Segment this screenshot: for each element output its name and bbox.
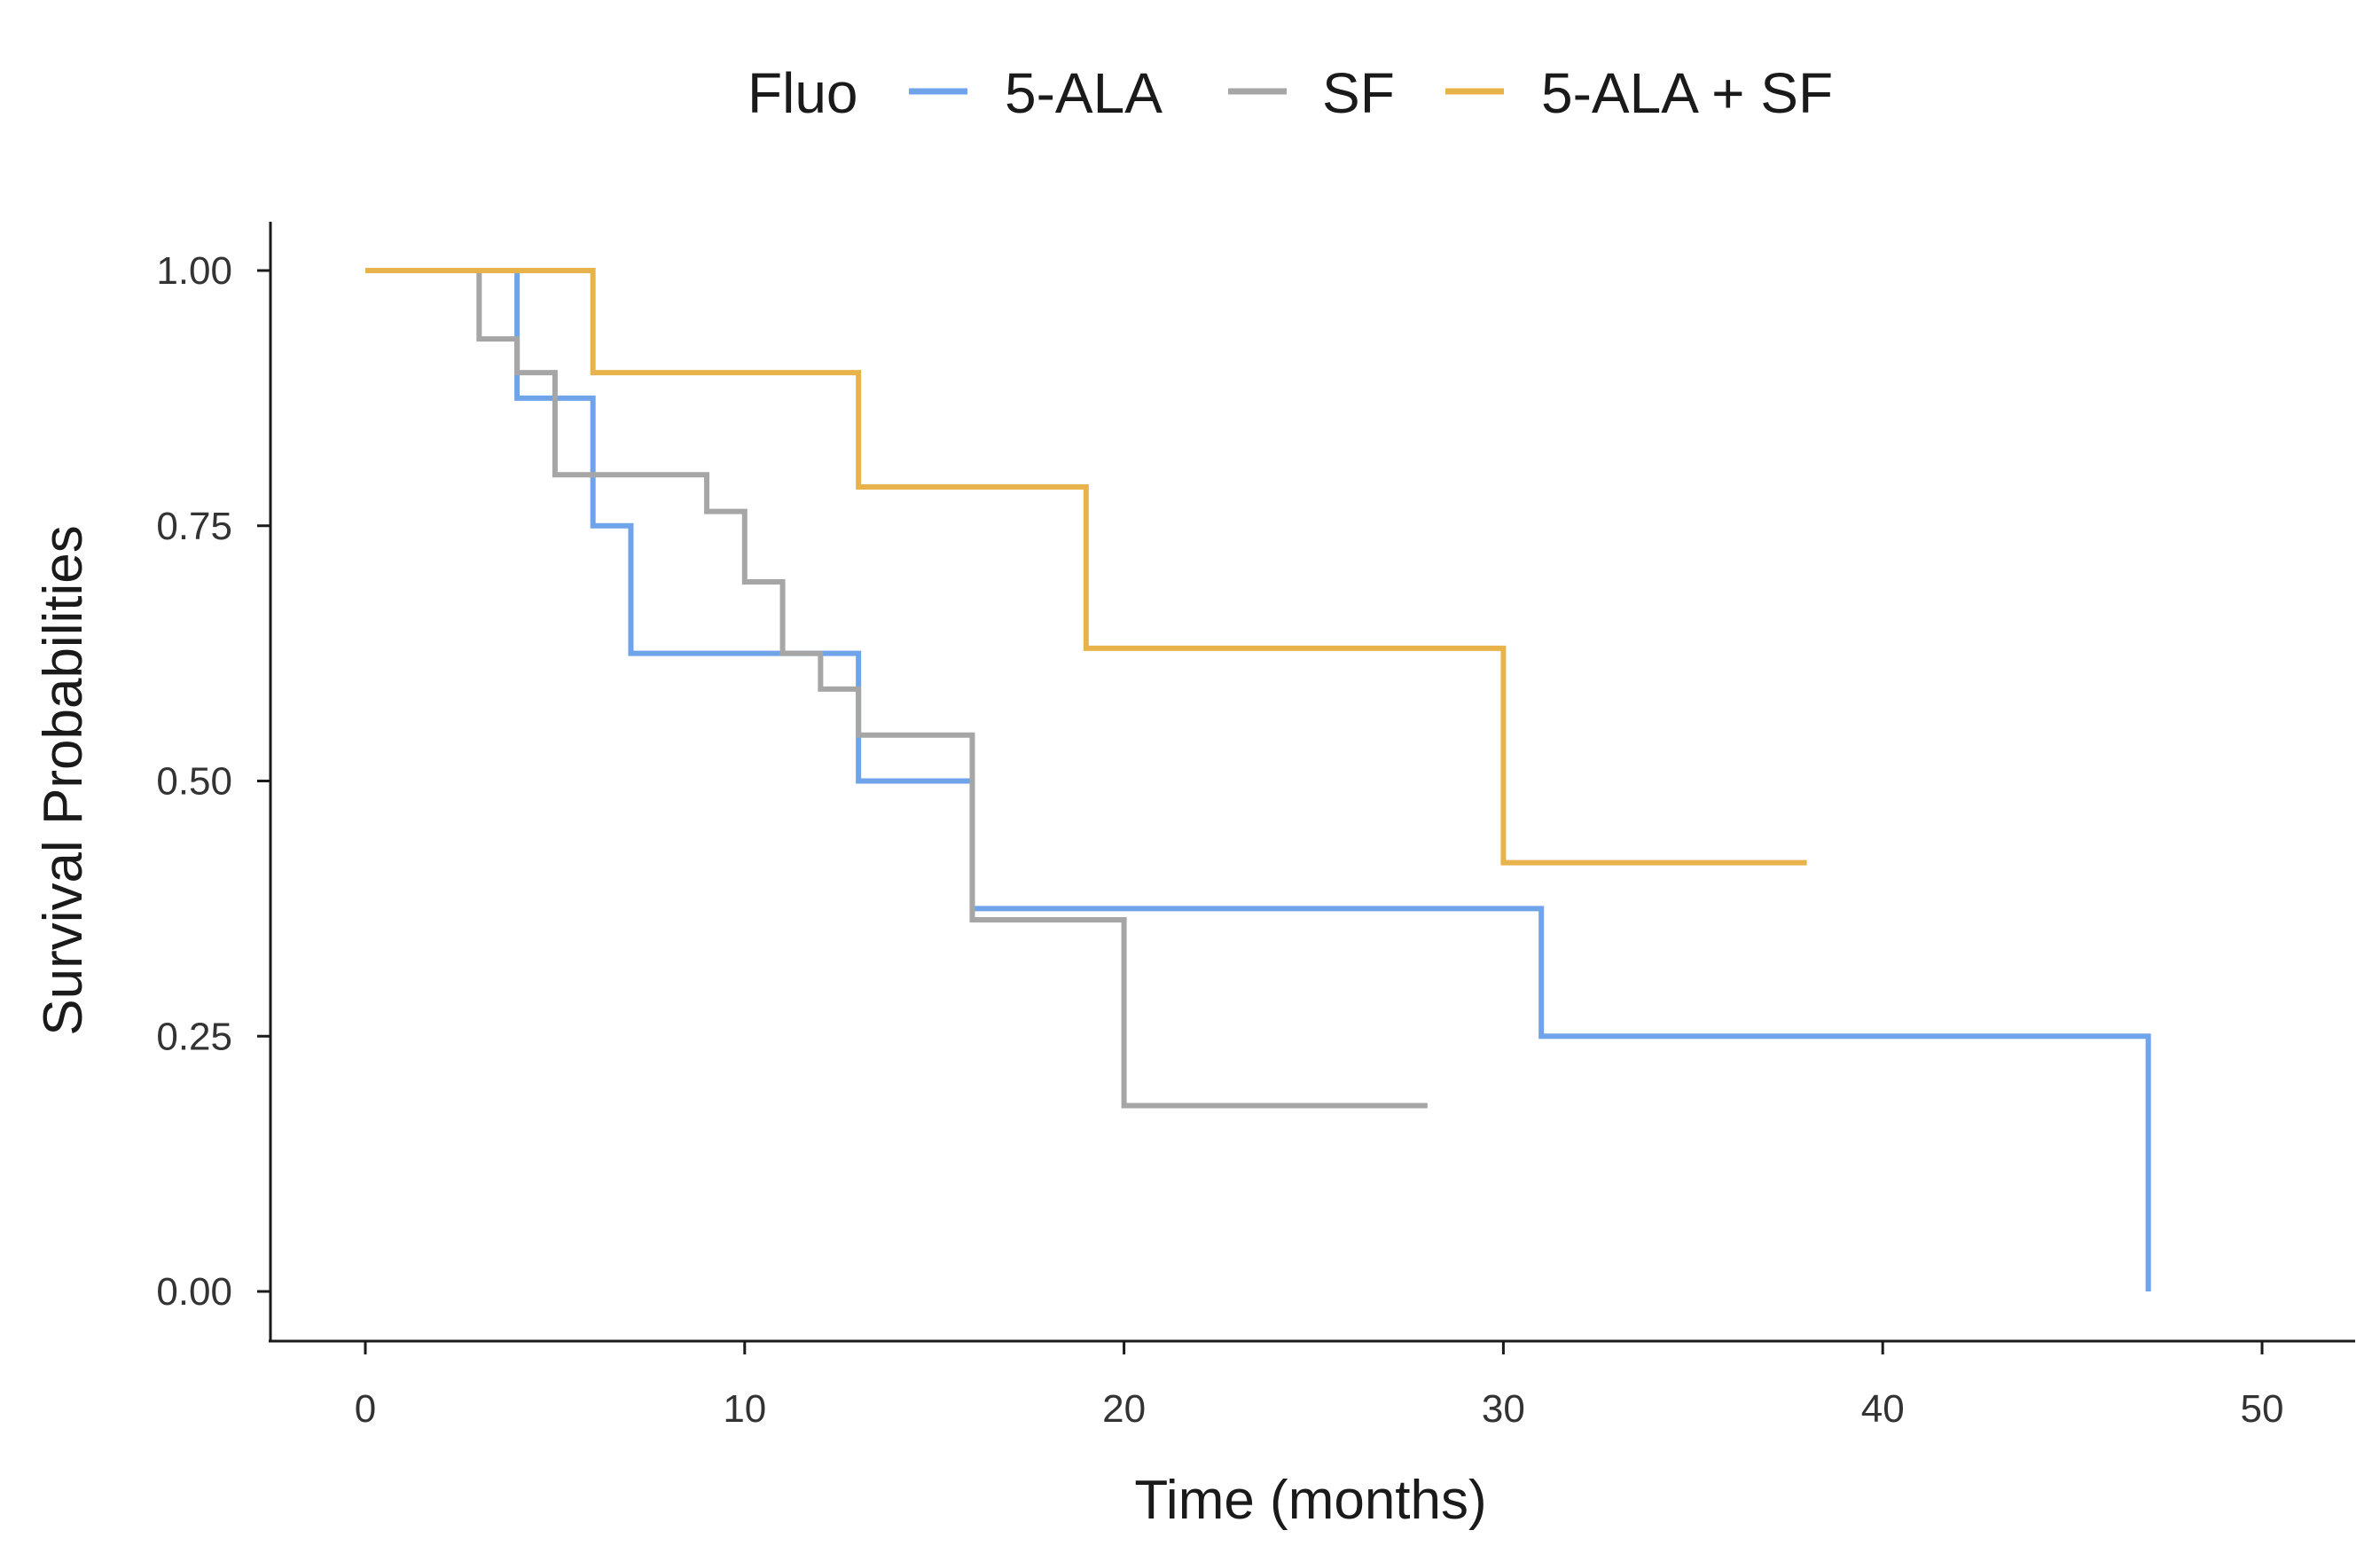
legend-item-5-ala-sf: 5-ALA + SF — [1445, 61, 1833, 125]
y-ticks: 0.00 0.25 0.50 0.75 1.00 — [156, 249, 270, 1314]
series-line-sf — [365, 268, 1428, 1109]
legend-label-5-ala-sf: 5-ALA + SF — [1541, 61, 1833, 125]
y-tick-label: 0.75 — [156, 505, 232, 548]
plot-area — [365, 268, 2151, 1291]
x-tick-label: 40 — [1861, 1387, 1905, 1431]
series-line-5-ala-sf — [365, 268, 1807, 866]
x-ticks: 0 10 20 30 40 50 — [355, 1341, 2284, 1431]
y-axis-title: Survival Probabilities — [33, 525, 94, 1035]
x-axis-title: Time (months) — [1134, 1470, 1486, 1531]
legend-item-sf: SF — [1228, 61, 1395, 125]
x-tick-label: 10 — [723, 1387, 766, 1431]
y-tick-label: 0.25 — [156, 1015, 232, 1058]
x-tick-label: 50 — [2241, 1387, 2284, 1431]
legend-title: Fluo — [748, 61, 858, 125]
legend-item-5-ala: 5-ALA — [909, 61, 1163, 125]
legend-label-sf: SF — [1322, 61, 1395, 125]
y-tick-label: 1.00 — [156, 249, 232, 293]
legend-label-5-ala: 5-ALA — [1005, 61, 1163, 125]
y-tick-label: 0.00 — [156, 1270, 232, 1314]
x-tick-label: 0 — [355, 1387, 376, 1431]
series-line-5-ala — [365, 268, 2151, 1291]
y-tick-label: 0.50 — [156, 760, 232, 804]
x-tick-label: 30 — [1482, 1387, 1525, 1431]
axes: 0.00 0.25 0.50 0.75 1.00 0 10 20 30 40 50 — [156, 222, 2355, 1431]
legend: Fluo 5-ALA SF 5-ALA + SF — [748, 61, 1833, 125]
x-tick-label: 20 — [1102, 1387, 1146, 1431]
